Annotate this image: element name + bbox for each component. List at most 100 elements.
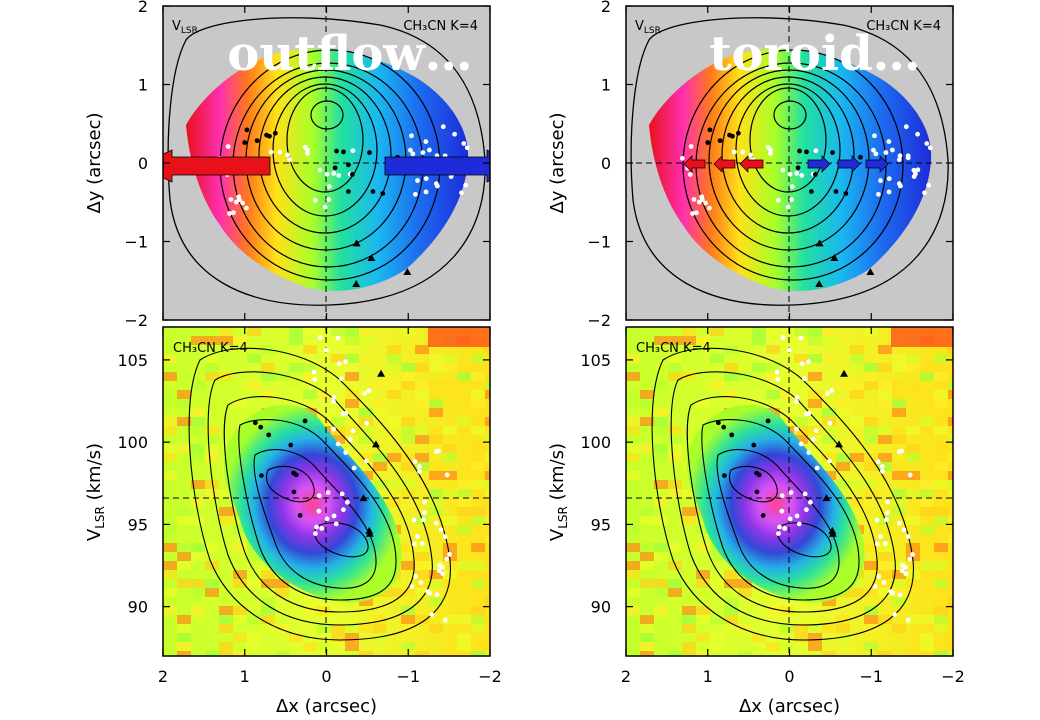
- pv-tile: [878, 399, 892, 408]
- pv-tile: [401, 642, 415, 651]
- pv-tile: [682, 516, 696, 525]
- pv-tile: [724, 597, 738, 606]
- maser-spot: [339, 376, 344, 382]
- maser-spot: [268, 149, 274, 155]
- x-tick-label: 1: [240, 667, 250, 686]
- maser-spot: [890, 147, 895, 153]
- pv-tile: [934, 597, 948, 606]
- pv-tile: [359, 426, 373, 435]
- pv-tile: [724, 570, 738, 579]
- maser-spot: [873, 151, 879, 157]
- pv-tile: [233, 579, 247, 588]
- maser-spot: [420, 541, 425, 546]
- pv-tile: [429, 408, 443, 417]
- vlsr-corner-label: VLSR: [635, 19, 661, 36]
- maser-spot: [434, 592, 440, 598]
- pv-tile: [191, 615, 205, 624]
- pv-tile: [934, 462, 948, 471]
- pv-tile: [177, 444, 191, 453]
- pv-tile: [457, 561, 471, 570]
- pv-tile: [878, 381, 892, 390]
- molecule-corner-label: CH₃CN K=4: [403, 19, 478, 34]
- maser-triangle: [367, 253, 376, 261]
- pv-tile: [191, 498, 205, 507]
- pv-tile: [261, 390, 275, 399]
- maser-spot: [922, 190, 927, 196]
- pv-tile: [864, 543, 878, 552]
- pv-tile: [401, 381, 415, 390]
- pv-tile: [373, 399, 387, 408]
- maser-spot: [812, 172, 818, 177]
- pv-tile: [401, 561, 415, 570]
- pv-tile: [373, 453, 387, 462]
- pv-tile: [906, 426, 920, 435]
- pv-tile: [415, 381, 429, 390]
- pv-tile: [485, 372, 490, 381]
- pv-tile: [387, 453, 401, 462]
- pv-tile: [485, 489, 490, 498]
- pv-tile: [920, 417, 934, 426]
- maser-spot: [364, 458, 369, 464]
- maser-spot: [364, 420, 370, 426]
- pv-tile: [429, 489, 443, 498]
- pv-tile: [471, 480, 485, 489]
- pv-tile: [850, 381, 864, 390]
- maser-spot: [336, 361, 342, 367]
- pv-tile: [471, 516, 485, 525]
- pv-tile: [752, 336, 766, 345]
- pv-tile: [359, 624, 373, 633]
- pv-tile: [864, 642, 878, 651]
- pv-tile: [682, 579, 696, 588]
- pv-tile: [892, 426, 906, 435]
- pv-tile: [205, 354, 219, 363]
- maser-spot: [804, 149, 809, 155]
- pv-tile: [696, 525, 710, 534]
- pv-tile: [906, 354, 920, 363]
- pv-tile: [429, 390, 443, 399]
- pv-tile: [345, 390, 359, 399]
- maser-spot: [421, 510, 427, 515]
- pv-tile: [654, 543, 668, 552]
- maser-spot: [883, 541, 888, 546]
- pv-tile: [766, 597, 780, 606]
- pv-tile: [163, 570, 177, 579]
- pv-tile: [205, 372, 219, 381]
- maser-triangle: [828, 526, 837, 534]
- pv-tile: [387, 345, 401, 354]
- maser-spot: [418, 580, 424, 585]
- pv-tile: [891, 327, 953, 347]
- maser-spot: [813, 148, 819, 154]
- pv-tile: [906, 651, 920, 656]
- pv-tile: [261, 372, 275, 381]
- pv-tile: [948, 390, 953, 399]
- pv-tile: [920, 480, 934, 489]
- pv-tile: [471, 615, 485, 624]
- pv-emission: [223, 404, 402, 603]
- pv-tile: [626, 606, 640, 615]
- pv-tile: [457, 417, 471, 426]
- pv-tile: [920, 372, 934, 381]
- pv-tile: [457, 633, 471, 642]
- pv-tile: [766, 372, 780, 381]
- maser-spot: [288, 442, 294, 448]
- pv-tile: [233, 606, 247, 615]
- y-tick-label: 2: [138, 0, 148, 16]
- pv-tile: [303, 642, 317, 651]
- pv-tile: [640, 516, 654, 525]
- maser-spot: [302, 418, 308, 424]
- pv-tile: [387, 579, 401, 588]
- pv-tile: [485, 435, 490, 444]
- pv-tile: [822, 597, 836, 606]
- pv-tile: [415, 651, 429, 656]
- maser-spot: [884, 510, 890, 515]
- maser-spot: [436, 568, 442, 574]
- maser-spot: [897, 592, 903, 598]
- maser-spot: [264, 132, 269, 138]
- maser-spot: [335, 335, 341, 341]
- pv-tile: [401, 435, 415, 444]
- maser-spot: [905, 534, 911, 539]
- pv-tile: [934, 354, 948, 363]
- maser-triangle: [352, 280, 361, 288]
- pv-tile: [177, 507, 191, 516]
